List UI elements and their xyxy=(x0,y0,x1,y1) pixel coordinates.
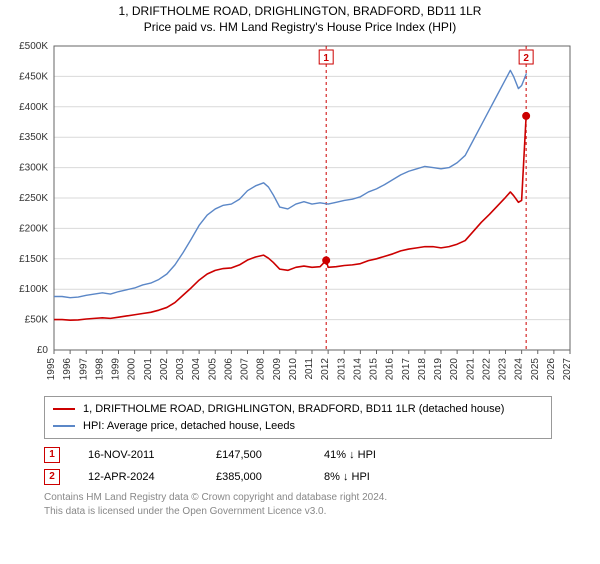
svg-text:2005: 2005 xyxy=(207,358,218,381)
svg-text:2020: 2020 xyxy=(449,358,460,381)
event-row: 1 16-NOV-2011 £147,500 41% ↓ HPI xyxy=(44,447,600,463)
svg-text:2002: 2002 xyxy=(159,358,170,381)
svg-text:£300K: £300K xyxy=(19,163,48,174)
svg-text:1996: 1996 xyxy=(62,358,73,381)
event-marker-box: 1 xyxy=(44,447,60,463)
svg-text:2026: 2026 xyxy=(546,358,557,381)
svg-text:2009: 2009 xyxy=(272,358,283,381)
svg-text:£500K: £500K xyxy=(19,41,48,52)
event-price: £147,500 xyxy=(216,449,296,461)
svg-text:£400K: £400K xyxy=(19,102,48,113)
legend: 1, DRIFTHOLME ROAD, DRIGHLINGTON, BRADFO… xyxy=(44,396,552,439)
svg-text:2027: 2027 xyxy=(562,358,573,381)
svg-text:2013: 2013 xyxy=(336,358,347,381)
svg-text:2012: 2012 xyxy=(320,358,331,381)
svg-text:2018: 2018 xyxy=(417,358,428,381)
svg-text:£150K: £150K xyxy=(19,254,48,265)
svg-text:£100K: £100K xyxy=(19,284,48,295)
footer-line-2: This data is licensed under the Open Gov… xyxy=(44,505,600,519)
svg-text:2: 2 xyxy=(523,53,529,64)
svg-text:1: 1 xyxy=(323,53,329,64)
svg-text:2016: 2016 xyxy=(385,358,396,381)
svg-text:1998: 1998 xyxy=(94,358,105,381)
svg-text:£450K: £450K xyxy=(19,71,48,82)
legend-label: HPI: Average price, detached house, Leed… xyxy=(83,418,295,435)
event-row: 2 12-APR-2024 £385,000 8% ↓ HPI xyxy=(44,469,600,485)
svg-text:£50K: £50K xyxy=(25,315,49,326)
event-marker-box: 2 xyxy=(44,469,60,485)
svg-text:£0: £0 xyxy=(37,345,49,356)
svg-text:1995: 1995 xyxy=(46,358,57,381)
svg-text:2021: 2021 xyxy=(465,358,476,381)
legend-label: 1, DRIFTHOLME ROAD, DRIGHLINGTON, BRADFO… xyxy=(83,401,504,418)
svg-text:2000: 2000 xyxy=(127,358,138,381)
svg-text:2004: 2004 xyxy=(191,358,202,381)
svg-text:2019: 2019 xyxy=(433,358,444,381)
event-date: 12-APR-2024 xyxy=(88,471,188,483)
footer: Contains HM Land Registry data © Crown c… xyxy=(44,491,600,519)
event-date: 16-NOV-2011 xyxy=(88,449,188,461)
svg-text:1997: 1997 xyxy=(78,358,89,381)
svg-text:2010: 2010 xyxy=(288,358,299,381)
svg-text:2015: 2015 xyxy=(369,358,380,381)
svg-text:£200K: £200K xyxy=(19,223,48,234)
legend-swatch xyxy=(53,408,75,410)
legend-row: HPI: Average price, detached house, Leed… xyxy=(53,418,543,435)
svg-text:£250K: £250K xyxy=(19,193,48,204)
event-price: £385,000 xyxy=(216,471,296,483)
svg-text:2001: 2001 xyxy=(143,358,154,381)
svg-text:2007: 2007 xyxy=(240,358,251,381)
event-table: 1 16-NOV-2011 £147,500 41% ↓ HPI 2 12-APR-202… xyxy=(44,447,600,485)
svg-text:2022: 2022 xyxy=(481,358,492,381)
event-diff: 8% ↓ HPI xyxy=(324,471,404,483)
footer-line-1: Contains HM Land Registry data © Crown c… xyxy=(44,491,600,505)
svg-text:2014: 2014 xyxy=(352,358,363,381)
svg-text:2025: 2025 xyxy=(530,358,541,381)
svg-text:2023: 2023 xyxy=(498,358,509,381)
svg-text:2017: 2017 xyxy=(401,358,412,381)
legend-swatch xyxy=(53,425,75,427)
chart-subtitle: Price paid vs. HM Land Registry's House … xyxy=(0,20,600,34)
price-chart: £0 £50K £100K £150K £200K £250K £300K £350K £400… xyxy=(0,40,600,390)
chart-title: 1, DRIFTHOLME ROAD, DRIGHLINGTON, BRADFO… xyxy=(0,4,600,18)
event-diff: 41% ↓ HPI xyxy=(324,449,404,461)
svg-text:2006: 2006 xyxy=(223,358,234,381)
svg-text:2011: 2011 xyxy=(304,358,315,380)
svg-text:2008: 2008 xyxy=(256,358,267,381)
svg-text:1999: 1999 xyxy=(111,358,122,381)
svg-text:2003: 2003 xyxy=(175,358,186,381)
legend-row: 1, DRIFTHOLME ROAD, DRIGHLINGTON, BRADFO… xyxy=(53,401,543,418)
svg-text:2024: 2024 xyxy=(514,358,525,381)
svg-text:£350K: £350K xyxy=(19,132,48,143)
